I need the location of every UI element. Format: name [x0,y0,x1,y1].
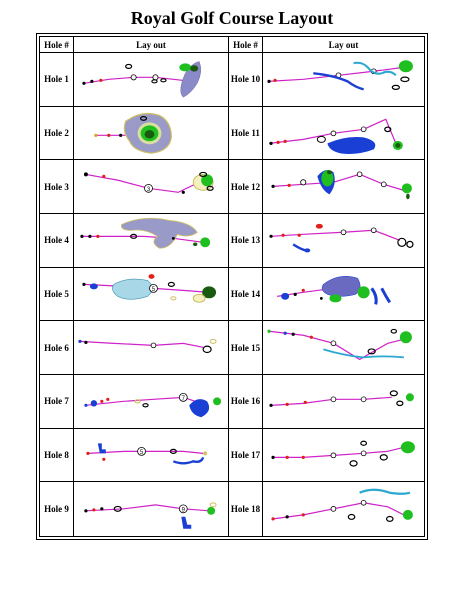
layout-table-frame: Hole # Lay out Hole # Lay out Hole 1 Hol… [36,33,428,540]
hole-18-diagram [263,482,424,536]
hole-1-diagram [74,53,229,107]
hole-label: Hole 15 [229,321,263,375]
distance-marker: 5 [140,450,144,456]
hole-label: Hole 14 [229,267,263,322]
hole-15-diagram [263,321,424,375]
header-layout-left: Lay out [74,37,229,53]
hole-label: Hole 18 [229,482,263,536]
hole-13-diagram [263,214,424,268]
hole-label: Hole 6 [40,321,74,375]
layout-table: Hole # Lay out Hole # Lay out Hole 1 Hol… [39,36,425,537]
hole-5-diagram: 5 [74,267,229,322]
hole-12-diagram [263,160,424,214]
header-hole-right: Hole # [229,37,263,53]
hole-label: Hole 2 [40,106,74,161]
hole-11-diagram [263,107,424,161]
distance-marker: 3 [147,187,151,193]
hole-label: Hole 3 [40,160,74,214]
hole-label: Hole 9 [40,482,74,536]
hole-label: Hole 4 [40,214,74,268]
page-title: Royal Golf Course Layout [130,8,334,28]
hole-label: Hole 8 [40,428,74,483]
hole-4-diagram [74,214,229,268]
hole-label: Hole 5 [40,267,74,322]
hole-label: Hole 16 [229,375,263,429]
distance-marker: 5 [152,287,156,293]
hole-14-diagram [263,268,424,322]
distance-marker: 7 [182,396,186,402]
hole-label: Hole 17 [229,428,263,483]
hole-9-diagram: 9 [74,482,229,536]
hole-3-diagram: 3 [74,160,229,214]
hole-16-diagram [263,375,424,429]
hole-label: Hole 13 [229,214,263,268]
hole-label: Hole 7 [40,375,74,429]
header-layout-right: Lay out [263,37,424,53]
hole-7-diagram: 7 [74,375,229,429]
hole-label: Hole 1 [40,53,74,107]
hole-label: Hole 12 [229,160,263,214]
distance-marker: 9 [182,508,186,514]
hole-8-diagram: 5 [74,428,229,483]
hole-10-diagram [263,53,424,107]
hole-6-diagram [74,321,229,375]
hole-label: Hole 10 [229,53,263,107]
hole-17-diagram [263,429,424,483]
header-hole-left: Hole # [40,37,74,53]
hole-2-diagram [74,106,229,161]
hole-label: Hole 11 [229,106,263,161]
